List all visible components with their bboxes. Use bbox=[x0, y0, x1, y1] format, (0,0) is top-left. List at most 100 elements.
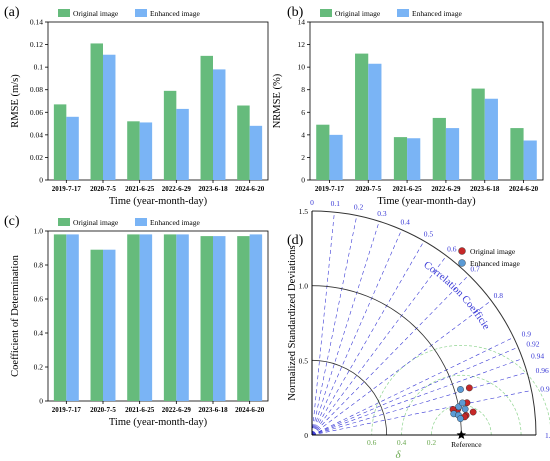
bar-panel-c: (c) 0 0.2 0.4 0.6 0.8 1.0 2019-7-17 2020-7-5 2021… bbox=[4, 214, 269, 428]
legend-swatch bbox=[320, 9, 332, 17]
bar-original bbox=[237, 105, 250, 180]
y-tick-label: 0.6 bbox=[34, 295, 44, 304]
reference-label: Reference bbox=[451, 440, 482, 449]
bar-enhanced bbox=[407, 138, 421, 180]
x-tick-label: 2020-7-5 bbox=[90, 185, 116, 193]
plot-frame bbox=[47, 21, 269, 181]
bar-original bbox=[200, 236, 213, 401]
bar-original bbox=[53, 104, 67, 180]
std-tick-label: 0.5 bbox=[299, 356, 309, 365]
bar-original bbox=[163, 90, 177, 180]
y-tick-label: 0.08 bbox=[30, 85, 43, 94]
legend-label: Original image bbox=[73, 9, 119, 18]
bar-panel-b: (b) 0 2 4 6 8 10 12 14 2019-7-17 2020-7-5 2021-6-25… bbox=[272, 5, 544, 207]
panel-label: (d) bbox=[287, 233, 304, 248]
legend-swatch bbox=[58, 9, 70, 17]
point-enhanced bbox=[457, 386, 464, 393]
y-tick-label: 0.12 bbox=[30, 40, 43, 49]
point-original bbox=[465, 384, 473, 392]
x-tick-label: 2021-6-25 bbox=[125, 185, 155, 193]
bar-enhanced bbox=[249, 234, 263, 401]
corr-ray bbox=[311, 390, 532, 436]
corr-ray bbox=[311, 212, 335, 436]
corr-tick-label: 0.1 bbox=[331, 199, 341, 208]
x-tick-label: 2022-6-29 bbox=[162, 406, 192, 414]
rms-tick-label: 0.2 bbox=[427, 438, 437, 447]
x-tick-label: 2022-6-29 bbox=[162, 185, 192, 193]
legend-swatch bbox=[135, 218, 147, 226]
bar-enhanced bbox=[213, 236, 226, 401]
x-tick-label: 2021-6-25 bbox=[125, 406, 155, 414]
bar-original bbox=[90, 43, 103, 180]
point-enhanced bbox=[459, 399, 466, 407]
std-tick-label: 0 bbox=[304, 431, 308, 440]
y-tick-label: 8 bbox=[301, 85, 305, 94]
legend-marker bbox=[458, 247, 466, 255]
bar-enhanced bbox=[368, 63, 382, 180]
panel-label: (a) bbox=[4, 5, 20, 20]
y-tick-label: 0.1 bbox=[34, 63, 44, 72]
y-tick-label: 2 bbox=[301, 153, 305, 162]
point-enhanced bbox=[461, 405, 469, 413]
plot-frame bbox=[309, 21, 544, 181]
bar-enhanced bbox=[103, 249, 116, 401]
y-tick-label: 0 bbox=[301, 176, 305, 185]
bar-original bbox=[510, 128, 524, 180]
bar-enhanced bbox=[445, 128, 460, 180]
plot-frame bbox=[47, 230, 269, 402]
y-tick-label: 0 bbox=[39, 397, 43, 406]
legend-swatch bbox=[135, 9, 147, 17]
point-original bbox=[469, 408, 477, 416]
rms-tick-label: 0.6 bbox=[367, 438, 377, 447]
rms-tick-label: 0.4 bbox=[397, 438, 407, 447]
bar-enhanced bbox=[213, 69, 226, 180]
bar-original bbox=[393, 137, 408, 180]
y-tick-label: 0.04 bbox=[30, 130, 43, 139]
legend-swatch bbox=[58, 218, 70, 226]
y-tick-label: 0.4 bbox=[34, 329, 44, 338]
bar-enhanced bbox=[66, 234, 79, 401]
legend-label: Enhanced image bbox=[150, 9, 200, 18]
bar-enhanced bbox=[66, 116, 79, 180]
x-tick-label: 2021-6-25 bbox=[392, 185, 422, 193]
corr-tick-label: 0.9 bbox=[522, 329, 532, 338]
bar-enhanced bbox=[329, 134, 343, 180]
y-tick-label: 12 bbox=[298, 40, 306, 49]
y-tick-label: 0 bbox=[39, 176, 43, 185]
rms-label: δ bbox=[395, 449, 401, 461]
y-axis-title: Coefficient of Determination bbox=[10, 254, 21, 376]
bar-original bbox=[237, 236, 250, 401]
bar-enhanced bbox=[139, 234, 153, 401]
bar-original bbox=[432, 117, 446, 180]
legend-swatch bbox=[397, 9, 409, 17]
x-axis-title: Time (year-month-day) bbox=[109, 417, 208, 428]
bar-original bbox=[200, 55, 213, 180]
y-tick-label: 10 bbox=[298, 63, 306, 72]
legend-label: Original image bbox=[335, 9, 381, 18]
bar-enhanced bbox=[176, 234, 189, 401]
panel-label: (c) bbox=[4, 214, 20, 229]
corr-tick-label: 0.94 bbox=[531, 352, 544, 361]
bar-enhanced bbox=[249, 125, 263, 180]
std-tick-label: 1.5 bbox=[299, 207, 309, 216]
corr-tick-label: 0.8 bbox=[494, 291, 504, 300]
bar-panel-a: (a) 0 0.02 0.04 0.06 0.08 0.1 0.12 0.14 2019-7-17… bbox=[4, 5, 269, 207]
x-tick-label: 2019-7-17 bbox=[52, 406, 82, 414]
corr-tick-label: 0.3 bbox=[377, 209, 387, 218]
y-axis-title: Normalized Standardized Deviations bbox=[287, 245, 298, 400]
corr-ray bbox=[311, 215, 358, 436]
point-enhanced bbox=[457, 415, 464, 423]
x-tick-label: 2024-6-20 bbox=[509, 185, 539, 193]
bar-enhanced bbox=[176, 108, 189, 180]
bar-original bbox=[471, 88, 485, 180]
rms-circle bbox=[401, 374, 522, 436]
y-axis-title: NRMSE (%) bbox=[272, 73, 283, 128]
corr-tick-label: 0.96 bbox=[536, 366, 549, 375]
x-axis-title: Time (year-month-day) bbox=[377, 196, 476, 207]
std-arc bbox=[311, 359, 388, 436]
y-tick-label: 0.8 bbox=[34, 261, 44, 270]
corr-ray bbox=[311, 300, 492, 436]
y-axis-title: RMSE (m/s) bbox=[10, 74, 21, 128]
corr-tick-label: 1.0 bbox=[545, 431, 550, 440]
